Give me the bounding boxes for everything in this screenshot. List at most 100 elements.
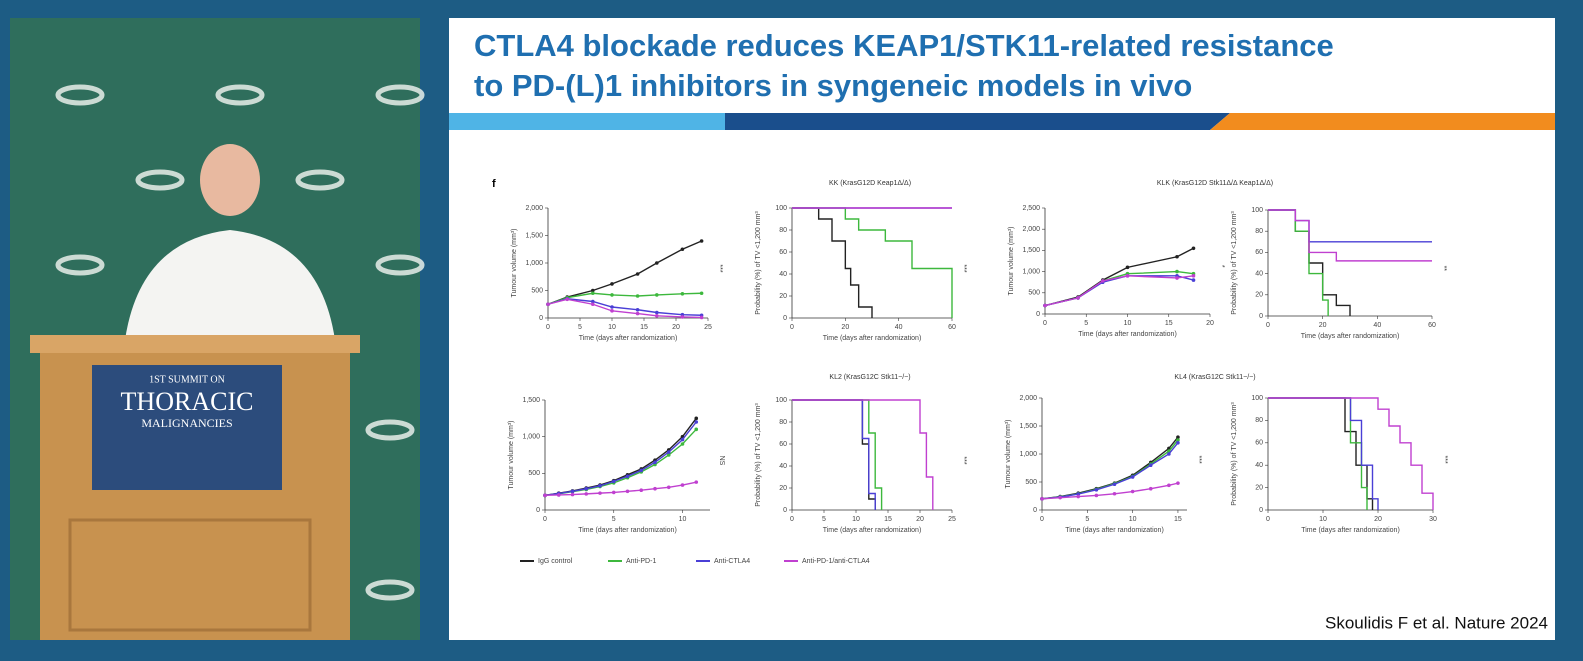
y-tick-label: 20 (779, 293, 787, 300)
x-tick-label: 15 (1174, 516, 1182, 523)
podium-text: MALIGNANCIES (141, 416, 232, 430)
data-point (666, 485, 671, 490)
data-point (655, 261, 659, 265)
x-tick-label: 10 (852, 516, 860, 523)
data-point (699, 291, 704, 296)
x-tick-label: 40 (895, 324, 903, 331)
y-tick-label: 2,000 (1022, 226, 1040, 233)
y-tick-label: 100 (775, 205, 787, 212)
y-tick-label: 500 (531, 287, 543, 294)
group-title: KL2 (KrasG12C Stk11−/−) (829, 374, 910, 381)
data-point (1176, 481, 1180, 485)
y-tick-label: 1,000 (1022, 268, 1040, 275)
y-tick-label: 0 (536, 507, 540, 514)
x-tick-label: 20 (841, 324, 849, 331)
data-point (666, 453, 671, 457)
data-point (1076, 494, 1081, 499)
y-tick-label: 80 (1255, 228, 1263, 235)
legend-label: Anti-PD-1 (626, 558, 656, 565)
annotation: *** (716, 264, 723, 272)
citation: Skoulidis F et al. Nature 2024 (1325, 613, 1548, 632)
data-point (635, 272, 640, 276)
x-axis-label: Time (days after randomization) (1301, 527, 1400, 534)
legend-label: Anti-CTLA4 (714, 558, 750, 565)
data-point (1148, 463, 1153, 468)
slide: CTLA4 blockade reduces KEAP1/STK11-relat… (449, 18, 1555, 640)
y-tick-label: 40 (1255, 270, 1263, 277)
y-tick-label: 0 (1036, 311, 1040, 318)
y-tick-label: 80 (779, 419, 787, 426)
x-tick-label: 0 (546, 324, 550, 331)
data-point (1176, 438, 1180, 442)
y-tick-label: 1,000 (522, 434, 540, 441)
x-tick-label: 0 (790, 516, 794, 523)
y-axis-label: Probability (%) of TV <1,200 mm³ (1231, 402, 1238, 506)
data-point (611, 490, 616, 495)
y-tick-label: 60 (779, 441, 787, 448)
x-axis-label: Time (days after randomization) (823, 527, 922, 534)
data-point (639, 468, 644, 473)
x-axis-label: Time (days after randomization) (578, 527, 677, 534)
data-point (1130, 475, 1135, 479)
data-point (635, 311, 640, 316)
data-point (584, 486, 589, 491)
data-point (570, 492, 575, 497)
data-point (666, 450, 671, 454)
group-title: KLK (KrasG12D Stk11Δ/Δ Keap1Δ/Δ) (1157, 180, 1273, 187)
data-point (1043, 303, 1047, 308)
legend-label: Anti-PD-1/anti-CTLA4 (802, 558, 870, 565)
data-point (610, 293, 614, 297)
data-point (1148, 486, 1153, 491)
x-tick-label: 20 (1319, 322, 1327, 329)
data-point (680, 442, 685, 446)
data-point (1191, 278, 1196, 282)
data-point (1112, 482, 1117, 487)
data-point (584, 492, 589, 496)
x-tick-label: 40 (1373, 322, 1381, 329)
y-tick-label: 500 (528, 470, 540, 477)
data-point (1191, 274, 1196, 278)
data-point (653, 486, 657, 491)
x-tick-label: 5 (1084, 320, 1088, 327)
x-tick-label: 20 (672, 324, 680, 331)
y-tick-label: 100 (1251, 207, 1263, 214)
series-line (792, 399, 934, 510)
annotation: * (1218, 265, 1225, 268)
x-tick-label: 0 (1043, 320, 1047, 327)
series-line (1268, 397, 1374, 510)
data-point (1176, 435, 1180, 440)
x-axis-label: Time (days after randomization) (823, 335, 922, 342)
y-axis-label: Tumour volume (mm³) (1008, 227, 1015, 296)
y-tick-label: 1,000 (525, 260, 543, 267)
x-tick-label: 10 (608, 324, 616, 331)
data-point (1112, 491, 1117, 496)
y-tick-label: 80 (1255, 417, 1263, 424)
data-point (1125, 274, 1130, 278)
y-tick-label: 80 (779, 227, 787, 234)
x-tick-label: 15 (640, 324, 648, 331)
y-tick-label: 2,000 (1019, 395, 1037, 402)
group-title: KL4 (KrasG12C Stk11−/−) (1174, 374, 1255, 381)
y-tick-label: 40 (1255, 462, 1263, 469)
data-point (591, 288, 595, 293)
y-axis-label: Probability (%) of TV <1,200 mm³ (755, 403, 762, 507)
y-tick-label: 60 (1255, 249, 1263, 256)
data-point (699, 315, 704, 320)
data-point (556, 493, 561, 497)
x-tick-label: 5 (612, 516, 616, 523)
series-line (547, 240, 702, 305)
series-line (1268, 209, 1432, 262)
data-point (610, 309, 614, 313)
data-point (655, 310, 659, 315)
y-tick-label: 100 (1251, 395, 1263, 402)
y-tick-label: 1,500 (1022, 247, 1040, 254)
data-point (1094, 488, 1099, 492)
y-tick-label: 40 (779, 463, 787, 470)
x-tick-label: 0 (790, 324, 794, 331)
data-point (1130, 489, 1135, 494)
data-point (565, 297, 569, 302)
y-tick-label: 0 (1259, 313, 1263, 320)
data-point (1167, 483, 1171, 488)
data-point (694, 416, 699, 421)
